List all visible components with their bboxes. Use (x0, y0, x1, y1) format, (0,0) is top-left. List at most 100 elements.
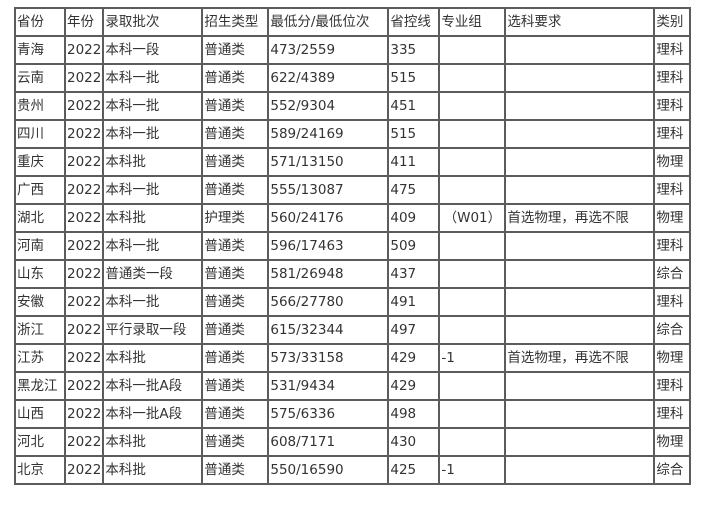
cell-province: 江苏 (14, 343, 66, 373)
cell-year: 2022 (63, 175, 105, 205)
cell-major-group (438, 259, 507, 289)
cell-control-line: 515 (387, 63, 441, 93)
cell-major-group (438, 147, 507, 177)
cell-year: 2022 (63, 287, 105, 317)
cell-min-score-rank: 566/27780 (267, 287, 390, 317)
cell-enroll-type: 普通类 (201, 175, 270, 205)
cell-batch: 本科一批 (102, 91, 204, 121)
cell-min-score-rank: 589/24169 (267, 119, 390, 149)
cell-province: 重庆 (14, 147, 66, 177)
cell-year: 2022 (63, 203, 105, 233)
cell-control-line: 429 (387, 343, 441, 373)
cell-min-score-rank: 560/24176 (267, 203, 390, 233)
table-row: 青海 2022 本科一段 普通类 473/2559 335 理科 (14, 35, 692, 65)
cell-control-line: 409 (387, 203, 441, 233)
cell-min-score-rank: 575/6336 (267, 399, 390, 429)
cell-control-line: 451 (387, 91, 441, 121)
cell-year: 2022 (63, 399, 105, 429)
cell-major-group (438, 91, 507, 121)
cell-min-score-rank: 550/16590 (267, 455, 390, 485)
cell-batch: 本科批 (102, 343, 204, 373)
cell-control-line: 509 (387, 231, 441, 261)
header-min-score-rank: 最低分/最低位次 (267, 7, 390, 37)
cell-control-line: 411 (387, 147, 441, 177)
header-major-group: 专业组 (438, 7, 507, 37)
cell-control-line: 429 (387, 371, 441, 401)
cell-subject-req (504, 399, 656, 429)
table-row: 四川 2022 本科一批 普通类 589/24169 515 理科 (14, 119, 692, 149)
cell-min-score-rank: 531/9434 (267, 371, 390, 401)
cell-enroll-type: 普通类 (201, 35, 270, 65)
cell-major-group (438, 119, 507, 149)
cell-enroll-type: 普通类 (201, 455, 270, 485)
cell-enroll-type: 普通类 (201, 399, 270, 429)
cell-batch: 平行录取一段 (102, 315, 204, 345)
cell-province: 青海 (14, 35, 66, 65)
cell-enroll-type: 普通类 (201, 119, 270, 149)
cell-min-score-rank: 581/26948 (267, 259, 390, 289)
cell-enroll-type: 普通类 (201, 427, 270, 457)
header-province: 省份 (14, 7, 66, 37)
cell-control-line: 437 (387, 259, 441, 289)
cell-min-score-rank: 615/32344 (267, 315, 390, 345)
cell-year: 2022 (63, 147, 105, 177)
cell-major-group: （W01） (438, 203, 507, 233)
cell-min-score-rank: 622/4389 (267, 63, 390, 93)
cell-enroll-type: 普通类 (201, 63, 270, 93)
cell-year: 2022 (63, 35, 105, 65)
cell-batch: 本科一批 (102, 119, 204, 149)
cell-control-line: 498 (387, 399, 441, 429)
cell-subject-req (504, 315, 656, 345)
cell-year: 2022 (63, 63, 105, 93)
header-category: 类别 (653, 7, 692, 37)
cell-major-group (438, 315, 507, 345)
cell-major-group: -1 (438, 455, 507, 485)
cell-province: 湖北 (14, 203, 66, 233)
cell-batch: 本科批 (102, 203, 204, 233)
cell-major-group (438, 175, 507, 205)
cell-subject-req (504, 91, 656, 121)
cell-major-group: -1 (438, 343, 507, 373)
cell-year: 2022 (63, 315, 105, 345)
cell-major-group (438, 63, 507, 93)
cell-batch: 本科一批 (102, 63, 204, 93)
cell-category: 理科 (653, 91, 692, 121)
cell-batch: 普通类一段 (102, 259, 204, 289)
cell-enroll-type: 普通类 (201, 147, 270, 177)
cell-subject-req (504, 287, 656, 317)
table-row: 广西 2022 本科一批 普通类 555/13087 475 理科 (14, 175, 692, 205)
cell-major-group (438, 287, 507, 317)
cell-subject-req (504, 231, 656, 261)
cell-batch: 本科一段 (102, 35, 204, 65)
cell-control-line: 515 (387, 119, 441, 149)
table-row: 湖北 2022 本科批 护理类 560/24176 409 （W01） 首选物理，再选不限 物理 (14, 203, 692, 233)
cell-min-score-rank: 473/2559 (267, 35, 390, 65)
cell-subject-req (504, 119, 656, 149)
cell-control-line: 491 (387, 287, 441, 317)
cell-category: 理科 (653, 119, 692, 149)
header-control-line: 省控线 (387, 7, 441, 37)
cell-min-score-rank: 552/9304 (267, 91, 390, 121)
cell-year: 2022 (63, 231, 105, 261)
table-row: 安徽 2022 本科一批 普通类 566/27780 491 理科 (14, 287, 692, 317)
table-row: 河北 2022 本科批 普通类 608/7171 430 物理 (14, 427, 692, 457)
cell-year: 2022 (63, 259, 105, 289)
cell-batch: 本科一批A段 (102, 399, 204, 429)
cell-category: 物理 (653, 203, 692, 233)
cell-control-line: 425 (387, 455, 441, 485)
cell-subject-req (504, 371, 656, 401)
cell-enroll-type: 普通类 (201, 91, 270, 121)
header-enroll-type: 招生类型 (201, 7, 270, 37)
cell-province: 河南 (14, 231, 66, 261)
cell-subject-req (504, 427, 656, 457)
cell-year: 2022 (63, 343, 105, 373)
cell-enroll-type: 普通类 (201, 343, 270, 373)
cell-major-group (438, 371, 507, 401)
cell-control-line: 497 (387, 315, 441, 345)
cell-subject-req (504, 455, 656, 485)
cell-major-group (438, 427, 507, 457)
cell-year: 2022 (63, 119, 105, 149)
cell-category: 综合 (653, 259, 692, 289)
cell-enroll-type: 普通类 (201, 315, 270, 345)
cell-min-score-rank: 608/7171 (267, 427, 390, 457)
